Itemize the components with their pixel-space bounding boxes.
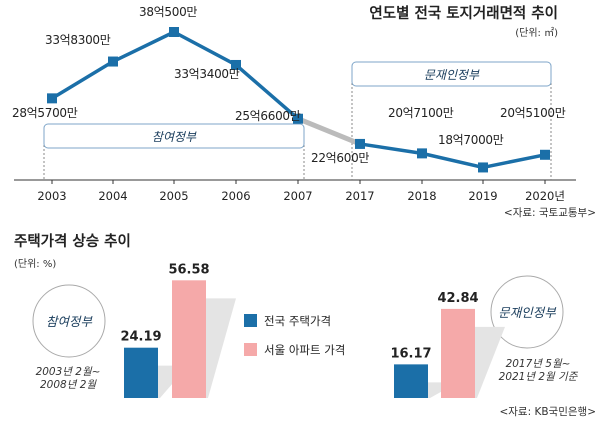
series-line-segment	[234, 63, 300, 121]
data-point	[169, 27, 179, 37]
data-label: 28억5700만	[12, 106, 78, 120]
period-range-text: 2008년 2월	[40, 379, 97, 391]
series-line-segment	[420, 151, 485, 170]
line-chart-source: <자료: 국토교통부>	[504, 207, 596, 219]
legend-label: 서울 아파트 가격	[264, 343, 345, 357]
period-label: 문재인정부	[424, 68, 480, 82]
line-chart: 2003 2004 2005 2006 2007 2017 2018 2019 2020년 참여정…	[12, 5, 576, 203]
period-band	[351, 61, 552, 87]
data-label: 33억8300만	[45, 33, 111, 47]
legend-label: 전국 주택가격	[264, 314, 331, 328]
period-range-text: 2003년 2월~	[36, 366, 101, 378]
x-tick-label: 2004	[98, 189, 127, 203]
bar-value-label: 24.19	[120, 330, 161, 345]
data-label: 38억500만	[139, 5, 197, 19]
legend-swatch	[244, 343, 257, 356]
data-label: 20억5100만	[500, 106, 566, 120]
series-line-segment	[481, 153, 547, 170]
bar-value-label: 56.58	[168, 262, 209, 277]
data-point	[355, 138, 365, 149]
bar-shadow	[475, 326, 505, 398]
data-label: 20억7100만	[388, 106, 454, 120]
x-tick-label: 2020년	[525, 189, 565, 203]
legend-swatch	[244, 314, 257, 327]
data-point	[417, 148, 427, 159]
bar	[172, 280, 206, 398]
bar-chart-source: <자료: KB국민은행>	[499, 406, 596, 418]
data-label: 22억600만	[311, 151, 369, 165]
bar-chart-unit: (단위: %)	[14, 257, 56, 270]
line-chart-unit: (단위: ㎡)	[515, 26, 558, 39]
period-badge-label: 참여정부	[46, 314, 94, 329]
line-chart-title: 연도별 전국 토지거래면적 추이	[369, 4, 558, 22]
x-tick-label: 2005	[159, 189, 188, 203]
period-range-text: 2021년 2월 기준	[499, 371, 579, 383]
data-label: 18억7000만	[438, 133, 504, 147]
series-line-segment	[358, 142, 424, 156]
bar-value-label: 16.17	[390, 346, 431, 361]
data-point	[478, 162, 488, 173]
period-badge	[32, 284, 106, 358]
period-label: 참여정부	[152, 130, 197, 144]
data-point	[47, 93, 57, 104]
data-point	[108, 56, 118, 67]
period-range-text: 2017년 5월~	[506, 358, 571, 370]
bar-value-label: 42.84	[437, 291, 478, 306]
data-label: 25억6600만	[235, 109, 301, 123]
period-band	[43, 123, 305, 149]
x-tick-label: 2017	[345, 189, 374, 203]
series-line-segment	[172, 30, 238, 67]
data-label: 33억3400만	[174, 67, 240, 81]
x-tick-label: 2018	[407, 189, 436, 203]
x-tick-label: 2007	[283, 189, 312, 203]
data-point	[293, 113, 303, 124]
data-point	[540, 149, 550, 160]
period-badge	[490, 275, 564, 349]
bar-chart-title: 주택가격 상승 추이	[14, 232, 131, 250]
x-tick-label: 2006	[221, 189, 250, 203]
bar-shadow	[206, 298, 236, 398]
bar	[394, 364, 428, 398]
series-gap-segment	[295, 116, 363, 147]
series-line-segment	[50, 59, 115, 101]
period-badge-label: 문재인정부	[498, 305, 557, 320]
x-tick-label: 2019	[468, 189, 497, 203]
series-line-segment	[111, 30, 176, 64]
x-tick-label: 2003	[37, 189, 66, 203]
data-point	[231, 59, 241, 70]
bar	[124, 347, 158, 398]
bar	[441, 308, 475, 398]
